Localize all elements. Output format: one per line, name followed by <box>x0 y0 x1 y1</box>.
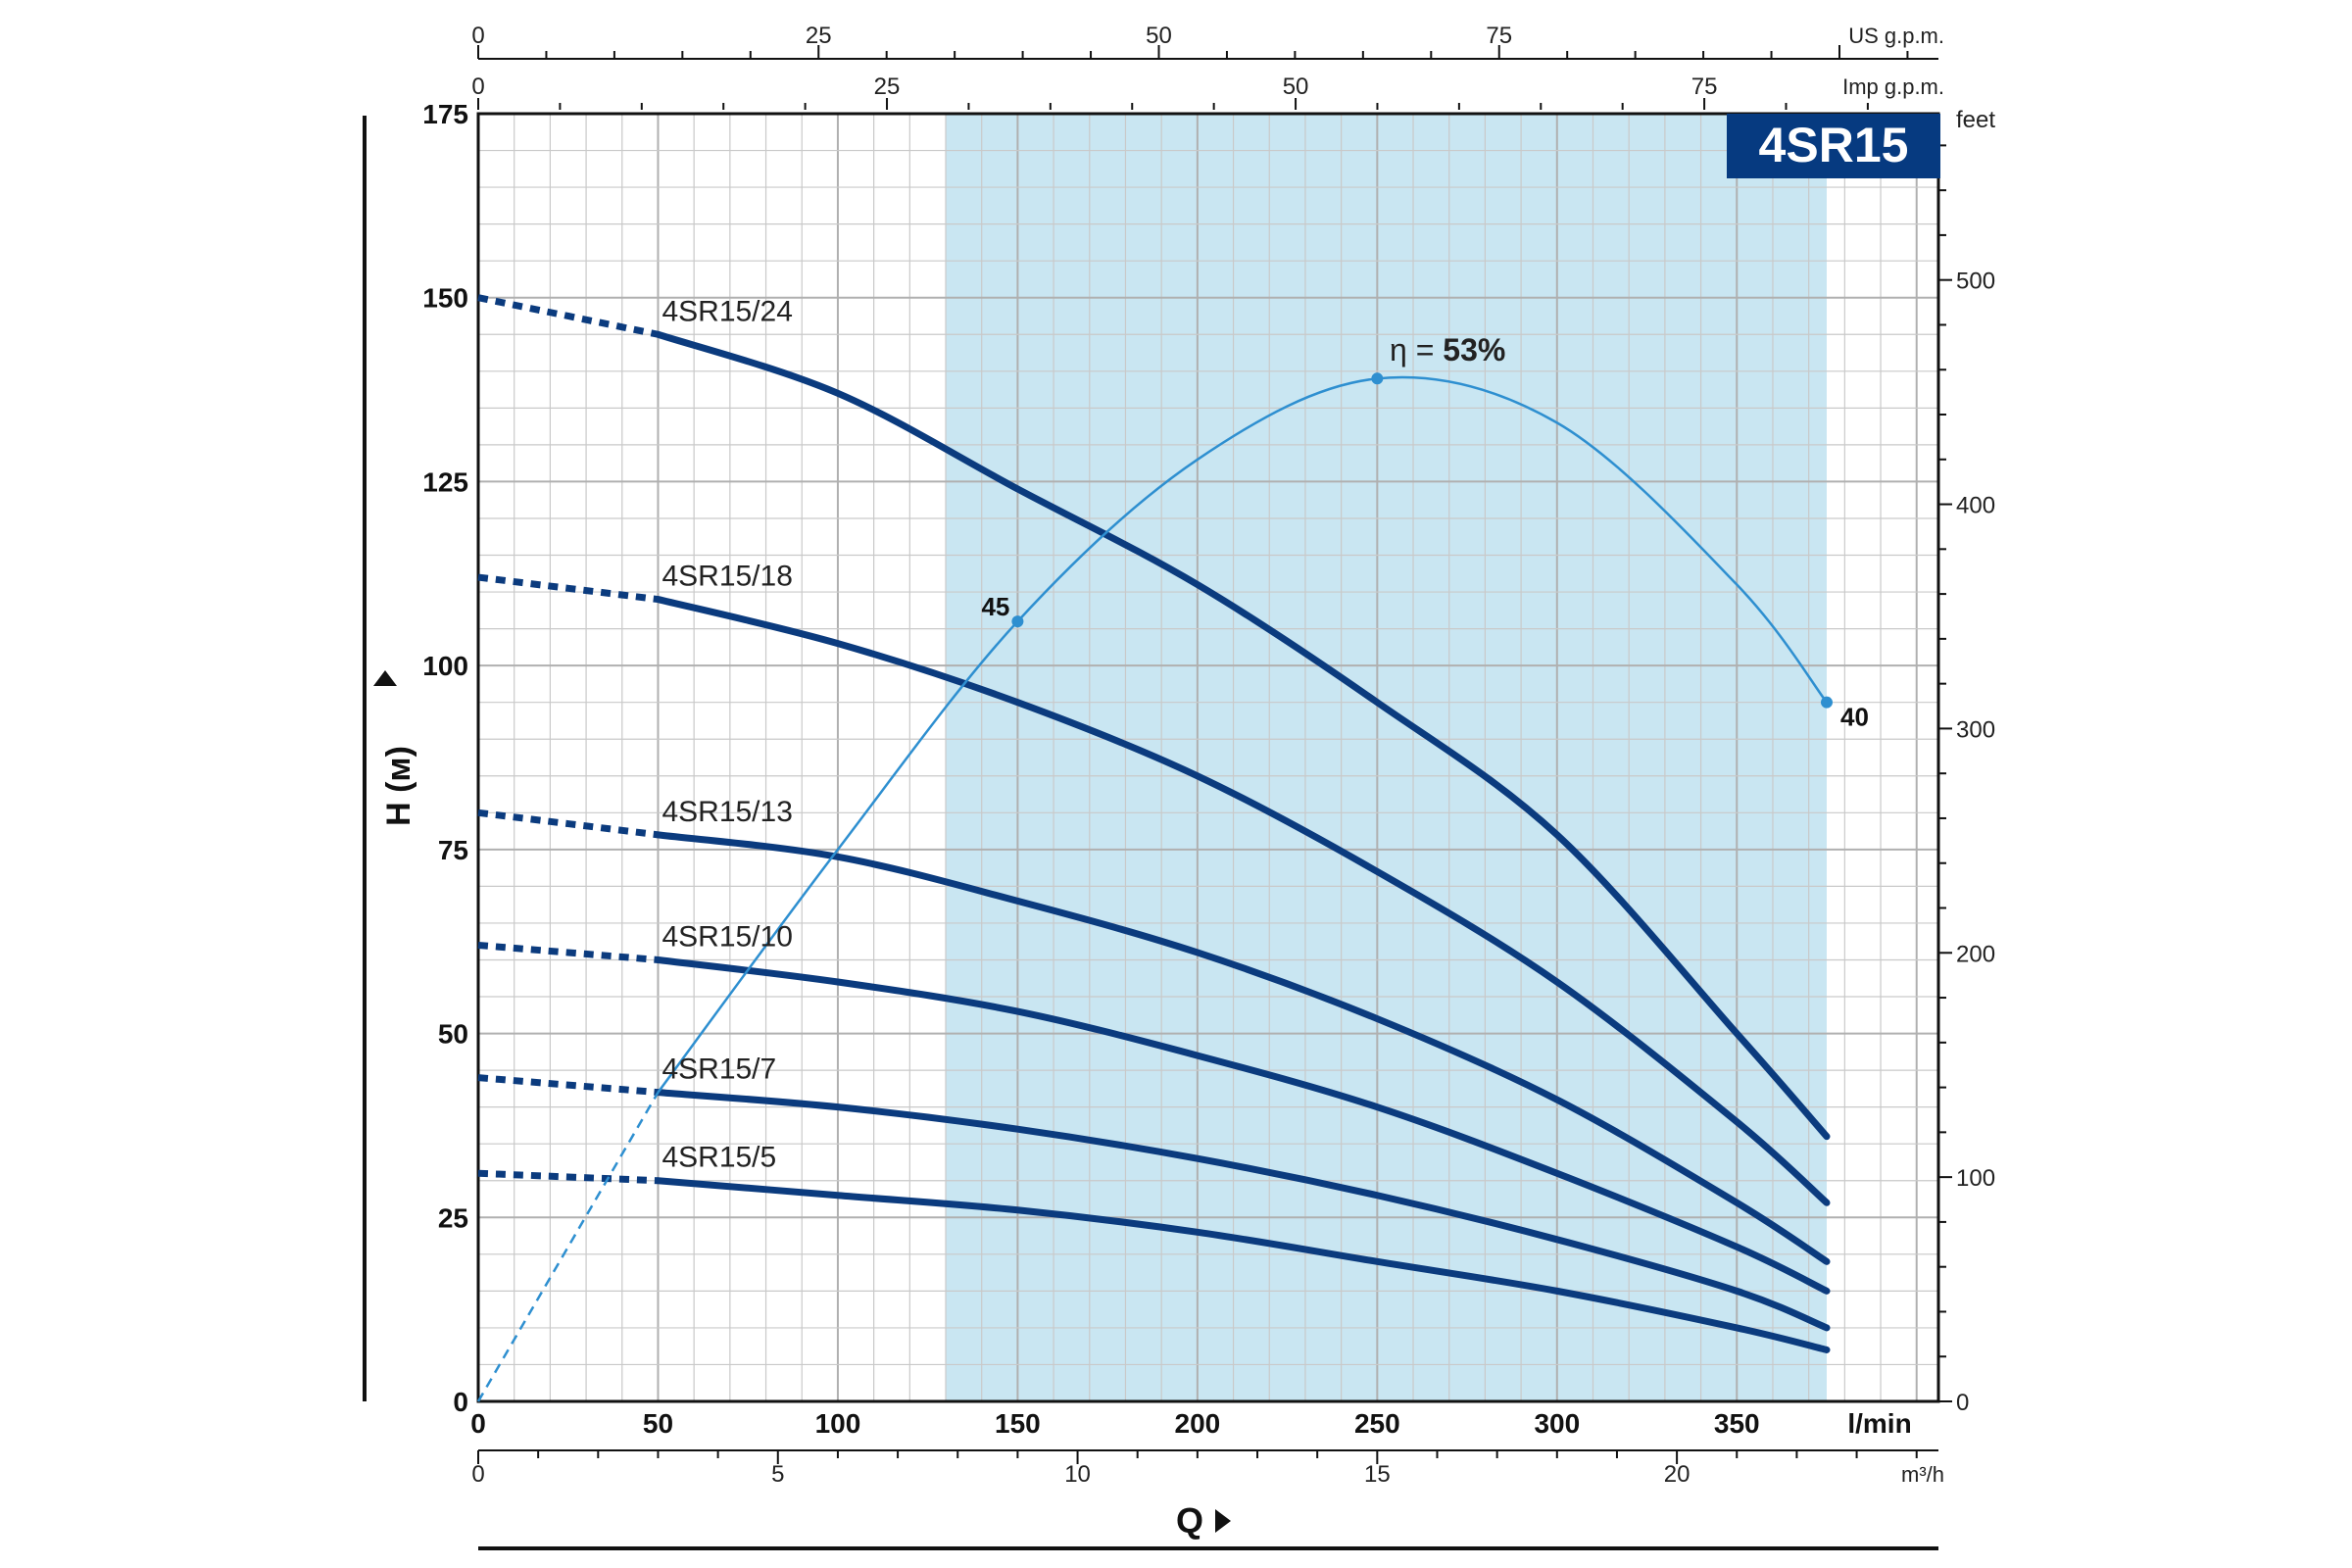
operating-range-band <box>946 114 1827 1401</box>
impgpm-unit-label: Imp g.p.m. <box>1842 74 1944 99</box>
x-axis-label: Q <box>1176 1500 1203 1541</box>
chart-title: 4SR15 <box>1759 118 1909 172</box>
m3h-tick-label: 10 <box>1064 1461 1091 1488</box>
usgpm-tick-label: 50 <box>1146 23 1172 49</box>
curve-label: 4SR15/13 <box>662 796 792 828</box>
pump-curve-dotted-1 <box>477 294 660 338</box>
x-tick-label: 0 <box>470 1408 486 1439</box>
x-tick-label: 100 <box>815 1408 861 1439</box>
x-tick-label: 50 <box>643 1408 673 1439</box>
efficiency-label-value: 53% <box>1443 332 1505 368</box>
svg-text:η = 53%: η = 53% <box>1390 332 1505 368</box>
x-tick-label: 200 <box>1175 1408 1221 1439</box>
title-badge: 4SR15 <box>1727 114 1940 178</box>
q-arrow <box>1215 1509 1231 1533</box>
pump-curve-dotted-5 <box>477 1074 659 1097</box>
impgpm-tick-label: 25 <box>874 74 901 100</box>
efficiency-curve-dashed <box>476 1092 660 1402</box>
efficiency-point <box>1011 615 1024 628</box>
m3h-tick-label: 0 <box>471 1461 484 1488</box>
feet-unit-label: feet <box>1956 107 1995 133</box>
feet-tick-label: 400 <box>1956 493 1995 519</box>
efficiency-label-prefix: η = <box>1390 332 1443 368</box>
m3h-unit-label: m³/h <box>1901 1462 1944 1487</box>
efficiency-point <box>1821 696 1833 709</box>
y-tick-label: 50 <box>438 1019 468 1050</box>
y-tick-label: 100 <box>422 651 468 681</box>
curve-label: 4SR15/5 <box>662 1142 776 1174</box>
axes: 0 50 100 150 200 250 300 3500255075100125150175… <box>422 23 1995 1488</box>
impgpm-tick-label: 50 <box>1283 74 1309 100</box>
efficiency-curve-line <box>657 375 1828 1094</box>
y-tick-label: 150 <box>422 283 468 314</box>
pump-curve-dotted-2 <box>477 573 659 604</box>
curve-label: 4SR15/18 <box>662 561 792 593</box>
title-badge-bg <box>1727 114 1940 178</box>
y-axis-label: H (м) <box>380 746 417 826</box>
pump-curve-4 <box>654 956 1831 1295</box>
x-tick-label: 150 <box>995 1408 1041 1439</box>
operating-range <box>946 114 1827 1401</box>
plot-border <box>476 112 1940 1403</box>
m3h-tick-label: 5 <box>771 1461 784 1488</box>
pump-curve-6 <box>654 1177 1831 1353</box>
pump-curve-dotted-6 <box>477 1169 659 1185</box>
y-tick-label: 125 <box>422 466 468 497</box>
efficiency-curve: 45 40 <box>476 372 1869 1402</box>
m3h-tick-label: 15 <box>1364 1461 1391 1488</box>
usgpm-unit-label: US g.p.m. <box>1848 24 1944 48</box>
impgpm-tick-label: 75 <box>1691 74 1718 100</box>
feet-tick-label: 500 <box>1956 269 1995 295</box>
pump-curve-dotted-3 <box>477 808 659 839</box>
pump-curve-dotted-4 <box>477 941 659 963</box>
h-arrow <box>373 670 397 686</box>
y-tick-label: 175 <box>422 99 468 129</box>
pump-curve-2 <box>654 596 1831 1206</box>
y-tick-label: 75 <box>438 835 468 865</box>
efficiency-point <box>1371 372 1384 385</box>
curve-label: 4SR15/7 <box>662 1054 776 1086</box>
feet-tick-label: 200 <box>1956 941 1995 967</box>
pump-curves <box>477 294 1831 1353</box>
curve-label: 4SR15/10 <box>662 920 792 953</box>
usgpm-tick-label: 75 <box>1486 23 1512 49</box>
curve-labels: 4SR15/24 4SR15/18 4SR15/13 4SR15/10 4SR15/7 4… <box>662 295 792 1173</box>
pump-curve-1 <box>654 330 1831 1141</box>
impgpm-tick-label: 0 <box>471 74 484 100</box>
usgpm-tick-label: 25 <box>806 23 832 49</box>
x-tick-label: 250 <box>1354 1408 1400 1439</box>
x-tick-label: 300 <box>1534 1408 1580 1439</box>
y-tick-label: 25 <box>438 1202 468 1233</box>
m3h-tick-label: 20 <box>1664 1461 1690 1488</box>
curve-label: 4SR15/24 <box>662 295 792 327</box>
pump-curve-3 <box>654 831 1831 1265</box>
efficiency-point-label: 45 <box>981 592 1009 621</box>
x-tick-label: 350 <box>1714 1408 1760 1439</box>
pump-curve-5 <box>654 1089 1831 1332</box>
plot-frame <box>476 112 1940 1403</box>
x-unit-label: l/min <box>1847 1408 1911 1439</box>
feet-tick-label: 0 <box>1956 1390 1969 1416</box>
efficiency-point-label: 40 <box>1840 703 1869 732</box>
feet-tick-label: 100 <box>1956 1165 1995 1192</box>
y-tick-label: 0 <box>453 1387 468 1417</box>
feet-tick-label: 300 <box>1956 716 1995 743</box>
efficiency-label: η = 53% <box>1390 332 1505 368</box>
usgpm-tick-label: 0 <box>471 23 484 49</box>
